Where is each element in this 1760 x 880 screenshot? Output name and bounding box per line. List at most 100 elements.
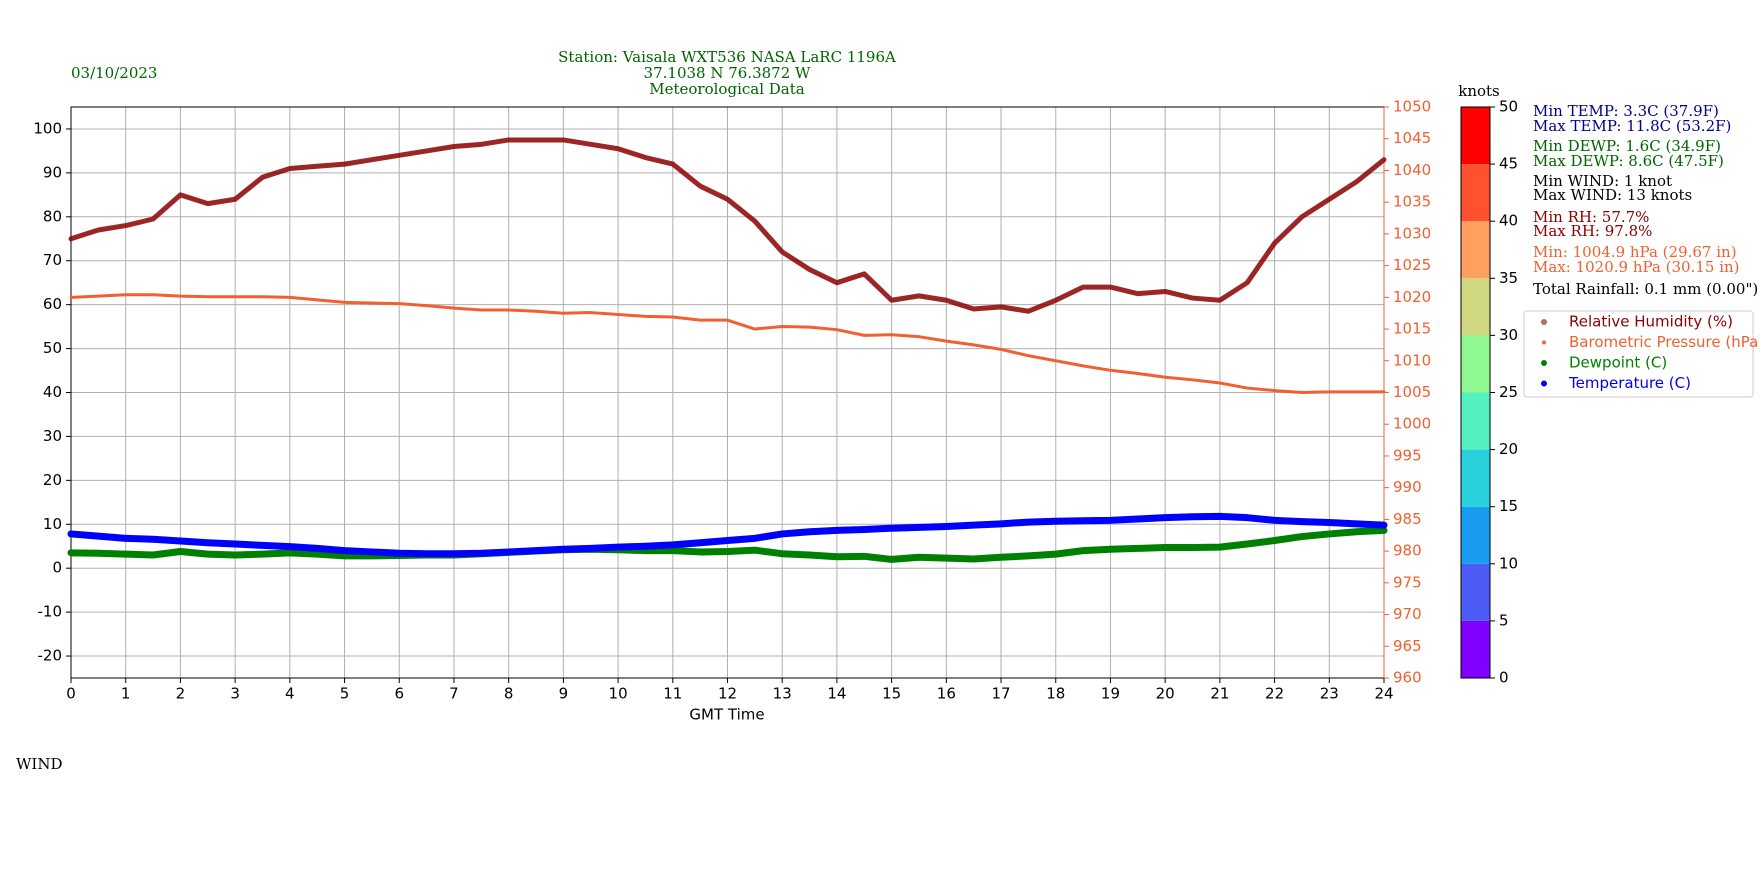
x-tick-label: 3 [230, 685, 240, 703]
y-tick-label: 70 [43, 251, 62, 269]
x-tick-label: 12 [718, 685, 737, 703]
chart-title: Meteorological Data [649, 80, 805, 98]
series-line [69, 293, 1386, 394]
stat-text: Min: 1004.9 hPa (29.67 in) [1533, 243, 1737, 261]
x-tick-label: 17 [991, 685, 1010, 703]
x-tick-label: 24 [1374, 685, 1393, 703]
y2-tick-label: 980 [1393, 542, 1422, 560]
colorbar-tick-label: 10 [1499, 554, 1518, 572]
y-tick-label: 90 [43, 163, 62, 181]
y2-tick-label: 1040 [1393, 161, 1431, 179]
y2-tick-label: 1030 [1393, 224, 1431, 242]
y-tick-label: 50 [43, 339, 62, 357]
colorbar-segment [1461, 449, 1490, 507]
stat-text: Max: 1020.9 hPa (30.15 in) [1533, 258, 1740, 276]
y2-tick-label: 965 [1393, 637, 1422, 655]
stat-text: Min TEMP: 3.3C (37.9F) [1533, 102, 1719, 120]
stat-text: Max RH: 97.8% [1533, 222, 1652, 240]
series-line [67, 526, 1388, 563]
x-tick-label: 14 [827, 685, 846, 703]
colorbar-segment [1461, 563, 1490, 621]
y-tick-label: 100 [33, 119, 62, 137]
stat-text: Max TEMP: 11.8C (53.2F) [1533, 117, 1731, 135]
legend-marker [1541, 380, 1547, 387]
x-tick-label: 23 [1320, 685, 1339, 703]
colorbar-segment [1461, 506, 1490, 564]
stat-text: Max WIND: 13 knots [1533, 186, 1692, 204]
x-tick-label: 2 [176, 685, 186, 703]
stat-text: Total Rainfall: 0.1 mm (0.00") [1533, 280, 1758, 298]
y2-tick-label: 1050 [1393, 98, 1431, 116]
colorbar-tick-label: 30 [1499, 326, 1518, 344]
x-tick-label: 6 [394, 685, 404, 703]
colorbar-segment [1461, 392, 1490, 450]
x-tick-label: 7 [449, 685, 459, 703]
colorbar-segment [1461, 221, 1490, 279]
x-tick-label: 11 [663, 685, 682, 703]
colorbar-tick-label: 45 [1499, 155, 1518, 173]
y2-tick-label: 1015 [1393, 320, 1431, 338]
y2-tick-label: 1000 [1393, 415, 1431, 433]
colorbar-segment [1461, 107, 1490, 165]
x-tick-label: 21 [1210, 685, 1229, 703]
legend-marker [1541, 319, 1547, 325]
series-line [67, 512, 1388, 558]
y2-tick-label: 1010 [1393, 351, 1431, 369]
colorbar-tick-label: 0 [1499, 669, 1509, 687]
x-tick-label: 0 [66, 685, 76, 703]
x-tick-label: 20 [1156, 685, 1175, 703]
x-tick-label: 8 [504, 685, 514, 703]
y-tick-label: 30 [43, 427, 62, 445]
colorbar-tick-label: 40 [1499, 212, 1518, 230]
chart-title: Station: Vaisala WXT536 NASA LaRC 1196A [558, 48, 896, 66]
colorbar-tick-label: 25 [1499, 383, 1518, 401]
stat-text: Min DEWP: 1.6C (34.9F) [1533, 137, 1721, 155]
x-tick-label: 16 [937, 685, 956, 703]
x-tick-label: 19 [1101, 685, 1120, 703]
y-tick-label: 80 [43, 207, 62, 225]
y2-tick-label: 1020 [1393, 288, 1431, 306]
colorbar-tick-label: 15 [1499, 497, 1518, 515]
date: 03/10/2023 [71, 64, 157, 82]
y2-tick-label: 995 [1393, 446, 1422, 464]
colorbar-tick-label: 20 [1499, 440, 1518, 458]
stat-text: Min RH: 57.7% [1533, 208, 1649, 226]
y-tick-label: 10 [43, 515, 62, 533]
y2-tick-label: 1035 [1393, 193, 1431, 211]
x-tick-label: 9 [559, 685, 569, 703]
legend-label: Dewpoint (C) [1569, 354, 1667, 372]
y2-tick-label: 975 [1393, 573, 1422, 591]
y2-tick-label: 990 [1393, 478, 1422, 496]
legend-label: Barometric Pressure (hPa) [1569, 333, 1760, 351]
x-tick-label: 5 [340, 685, 350, 703]
y-tick-label: 60 [43, 295, 62, 313]
colorbar-segment [1461, 620, 1490, 678]
x-tick-label: 4 [285, 685, 295, 703]
legend-label: Temperature (C) [1568, 374, 1691, 392]
x-tick-label: 13 [773, 685, 792, 703]
legend-box [1523, 310, 1754, 398]
y-tick-label: 0 [52, 559, 62, 577]
legend-label: Relative Humidity (%) [1569, 313, 1733, 331]
x-tick-label: 10 [609, 685, 628, 703]
y-tick-label: -10 [38, 603, 63, 621]
colorbar-tick-label: 5 [1499, 611, 1509, 629]
x-tick-label: 18 [1046, 685, 1065, 703]
colorbar-segment [1461, 278, 1490, 336]
y-tick-label: 20 [43, 471, 62, 489]
x-tick-label: 15 [882, 685, 901, 703]
y-tick-label: 40 [43, 383, 62, 401]
series-line [68, 137, 1387, 314]
colorbar-segment [1461, 164, 1490, 222]
colorbar-label: knots [1458, 82, 1500, 100]
colorbar-tick-label: 35 [1499, 269, 1518, 287]
colorbar-tick-label: 50 [1499, 98, 1518, 116]
y2-tick-label: 1005 [1393, 383, 1431, 401]
legend-marker [1542, 340, 1546, 345]
y2-tick-label: 1045 [1393, 129, 1431, 147]
y2-tick-label: 1025 [1393, 256, 1431, 274]
stat-text: Min WIND: 1 knot [1533, 172, 1672, 190]
legend-marker [1541, 360, 1547, 366]
y2-tick-label: 985 [1393, 510, 1422, 528]
